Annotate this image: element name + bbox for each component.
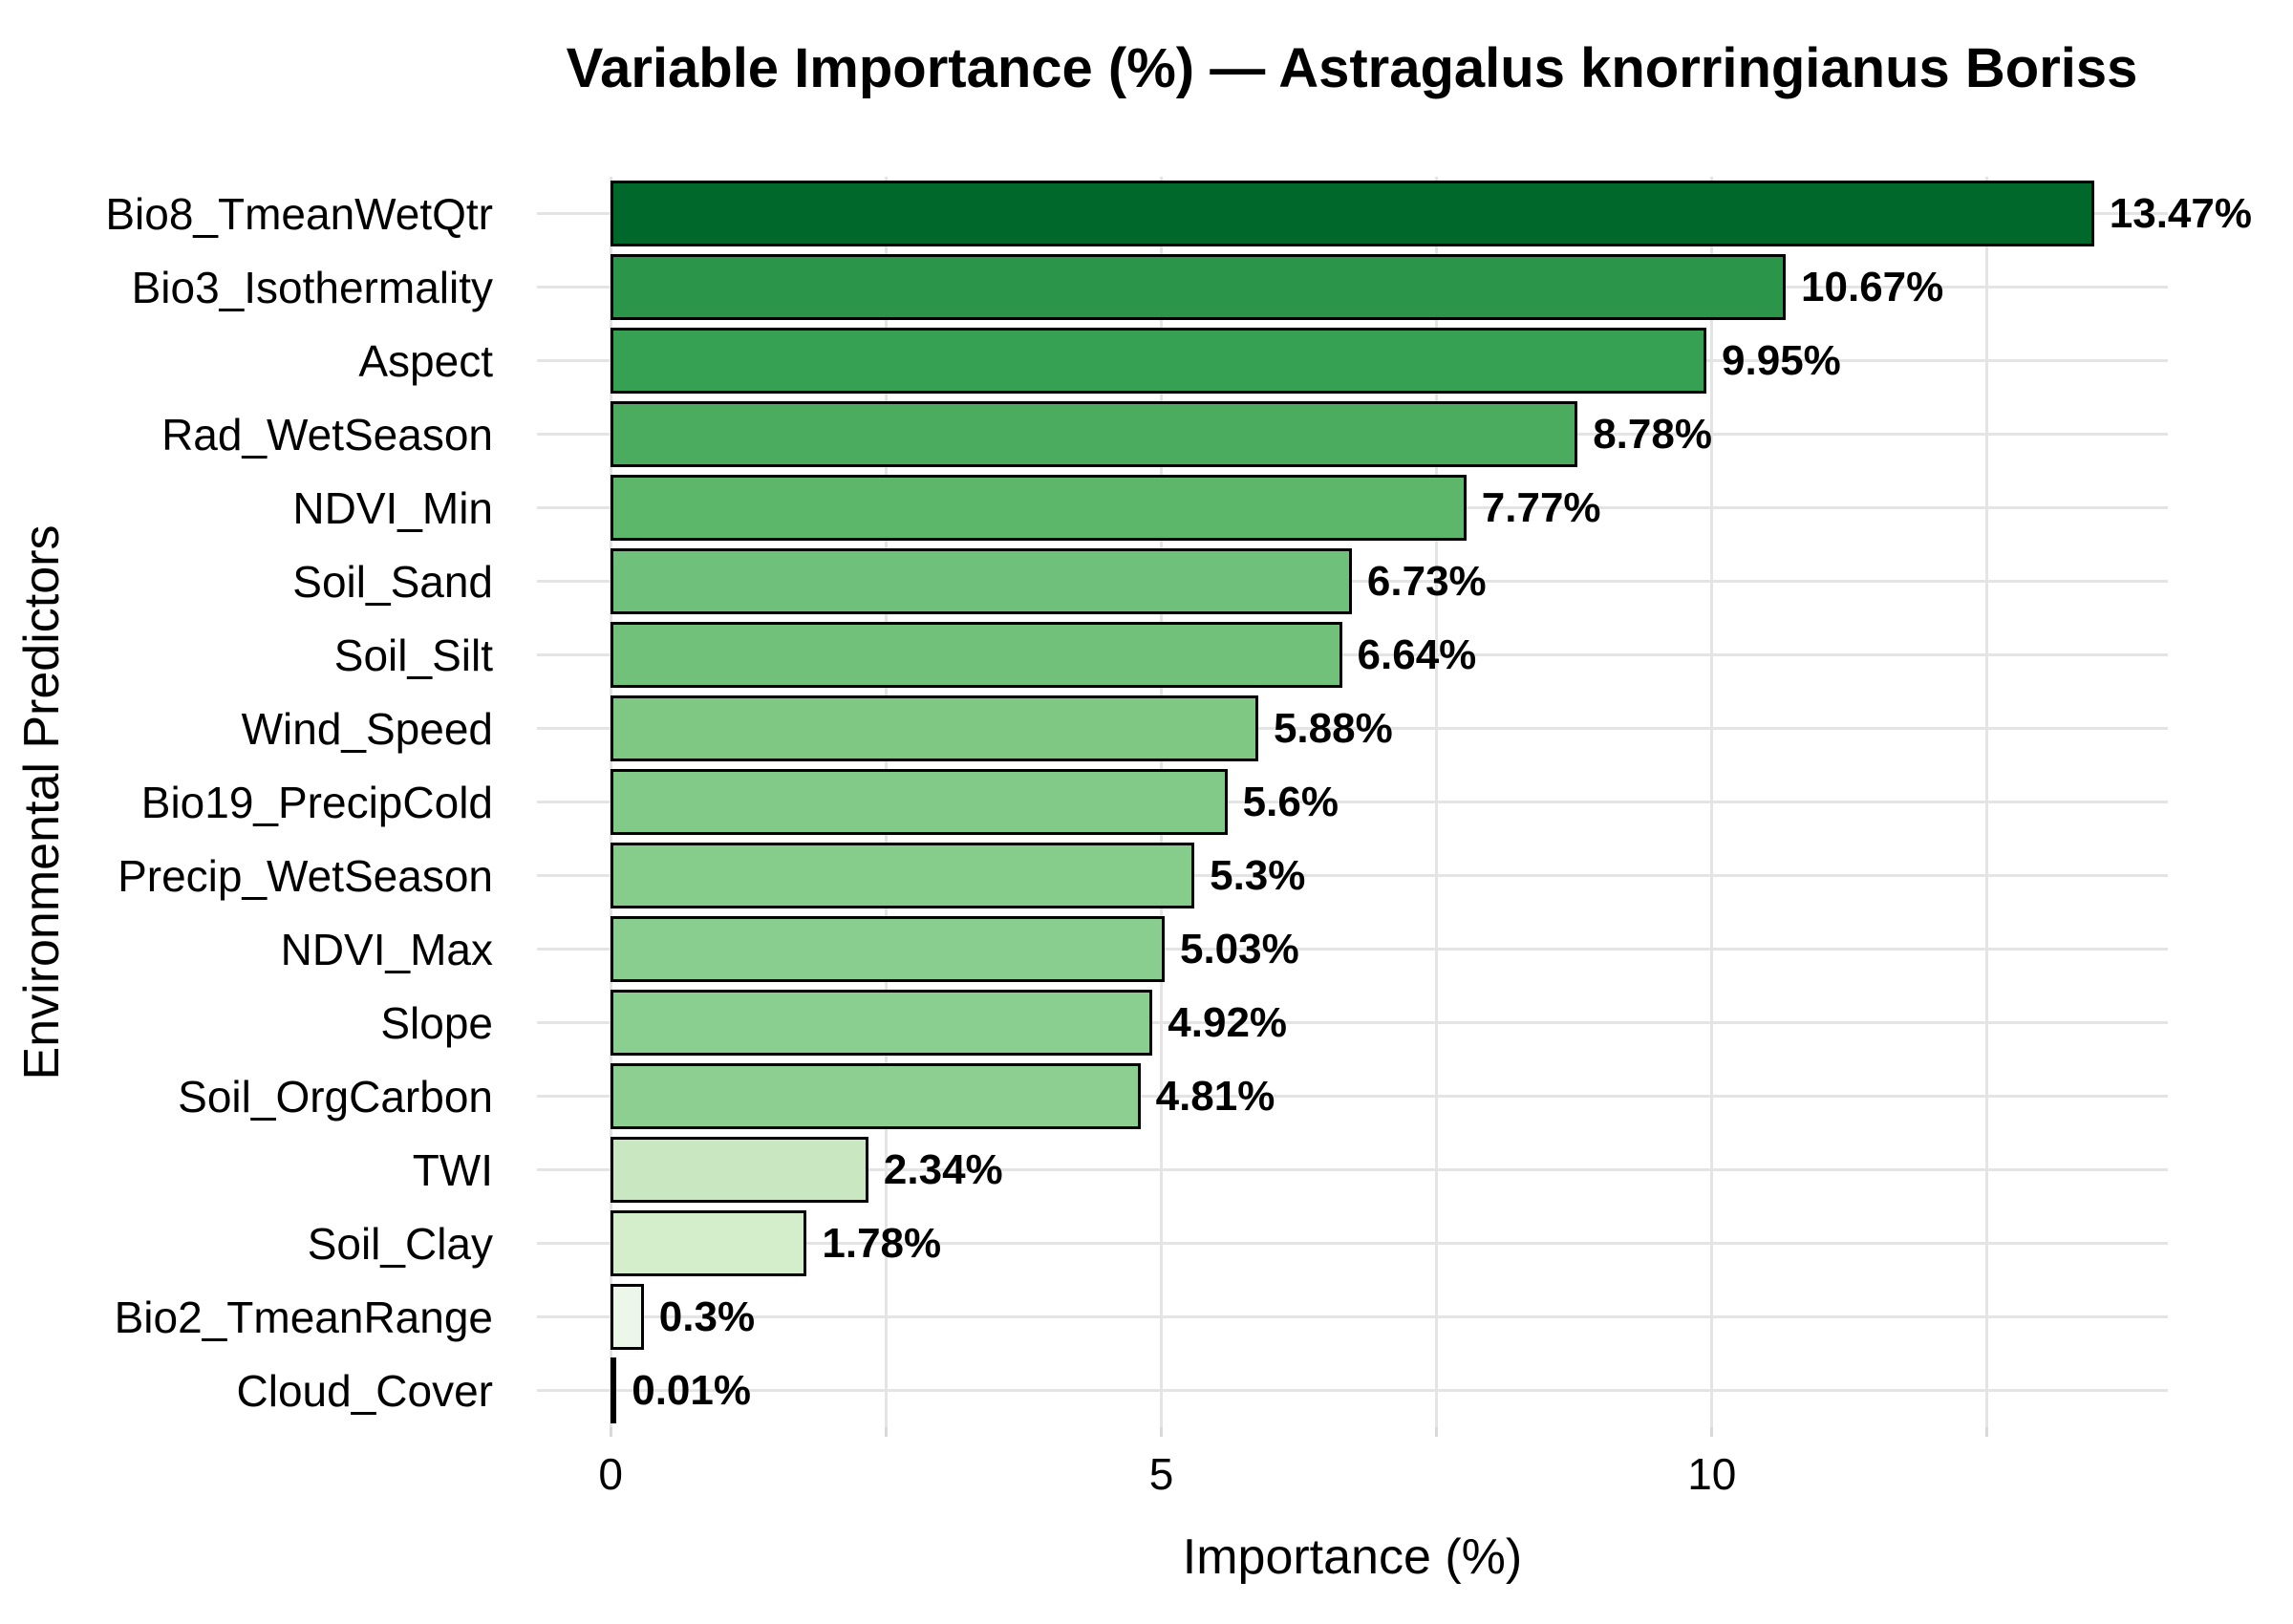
bar-value-label: 5.88% [1273, 704, 1393, 752]
y-axis-tick-labels: Bio8_TmeanWetQtr Bio3_Isothermality Aspect… [0, 177, 516, 1427]
bar-Aspect [611, 328, 1707, 394]
bar-Soil_Silt [611, 622, 1342, 688]
bar-Soil_Sand [611, 548, 1352, 614]
x-axis-tick-mark [1985, 1427, 1989, 1437]
bar-Bio3_Isothermality [611, 254, 1787, 320]
bar-row: 8.78% [537, 397, 2168, 471]
y-tick-label-Wind_Speed: Wind_Speed [241, 703, 493, 754]
bar-row: 2.34% [537, 1133, 2168, 1207]
horizontal-gridline [537, 1242, 2168, 1245]
bar-TWI [611, 1137, 868, 1203]
y-tick-label-Cloud_Cover: Cloud_Cover [236, 1365, 493, 1416]
bar-row: 1.78% [537, 1207, 2168, 1280]
bar-Soil_OrgCarbon [611, 1063, 1141, 1129]
bar-row: 5.88% [537, 692, 2168, 765]
vertical-gridline [1710, 177, 1714, 1427]
x-axis-tick-mark [884, 1427, 888, 1437]
y-tick-label-Bio2_TmeanRange: Bio2_TmeanRange [114, 1292, 493, 1342]
horizontal-gridline [537, 1095, 2168, 1098]
bar-value-label: 0.01% [632, 1366, 751, 1414]
bar-Rad_WetSeason [611, 401, 1578, 467]
x-axis-tick-mark [1710, 1427, 1714, 1437]
horizontal-gridline [537, 1021, 2168, 1024]
bar-Slope [611, 990, 1153, 1056]
x-tick-label-0: 0 [598, 1449, 624, 1499]
y-tick-label-Aspect: Aspect [358, 335, 493, 386]
y-tick-label-NDVI_Max: NDVI_Max [280, 924, 493, 974]
bar-Bio8_TmeanWetQtr [611, 181, 2094, 246]
bar-value-label: 5.6% [1242, 778, 1339, 825]
bar-Cloud_Cover [611, 1357, 617, 1423]
bar-value-label: 4.92% [1168, 998, 1288, 1046]
horizontal-gridline [537, 1315, 2168, 1318]
bar-value-label: 5.03% [1179, 925, 1299, 972]
bar-row: 6.64% [537, 618, 2168, 692]
y-tick-label-Bio3_Isothermality: Bio3_Isothermality [131, 262, 493, 312]
x-tick-label-5: 5 [1148, 1449, 1174, 1499]
horizontal-gridline [537, 948, 2168, 951]
vertical-gridline [1435, 177, 1439, 1427]
bar-value-label: 5.3% [1210, 851, 1306, 899]
bar-row: 4.92% [537, 986, 2168, 1059]
bar-value-label: 6.73% [1366, 557, 1487, 605]
y-tick-label-NDVI_Min: NDVI_Min [292, 482, 493, 533]
y-tick-label-Precip_WetSeason: Precip_WetSeason [118, 850, 493, 901]
bar-row: 0.01% [537, 1354, 2168, 1427]
bar-value-label: 0.3% [658, 1293, 756, 1340]
bar-row: 5.6% [537, 765, 2168, 839]
y-tick-label-Soil_Sand: Soil_Sand [292, 556, 493, 607]
horizontal-gridline [537, 727, 2168, 730]
bar-value-label: 2.34% [883, 1145, 1003, 1193]
bar-Bio2_TmeanRange [611, 1284, 644, 1350]
horizontal-gridline [537, 874, 2168, 877]
bar-row: 0.3% [537, 1280, 2168, 1354]
chart-title: Variable Importance (%) — Astragalus kno… [566, 37, 2138, 99]
vertical-gridline [1985, 177, 1989, 1427]
bar-Bio19_PrecipCold [611, 769, 1228, 835]
bar-value-label: 9.95% [1722, 336, 1841, 384]
bar-NDVI_Min [611, 475, 1467, 541]
y-tick-label-Soil_OrgCarbon: Soil_OrgCarbon [178, 1071, 493, 1122]
y-tick-label-Rad_WetSeason: Rad_WetSeason [161, 409, 493, 459]
horizontal-gridline [537, 580, 2168, 583]
bar-row: 6.73% [537, 545, 2168, 618]
y-tick-label-Bio8_TmeanWetQtr: Bio8_TmeanWetQtr [105, 188, 493, 239]
x-axis-tick-mark [609, 1427, 612, 1437]
y-tick-label-Soil_Silt: Soil_Silt [333, 630, 493, 680]
x-axis-title: Importance (%) [1182, 1529, 1523, 1585]
bar-value-label: 6.64% [1357, 630, 1477, 678]
bar-row: 4.81% [537, 1059, 2168, 1133]
bar-value-label: 8.78% [1593, 410, 1712, 458]
bar-row: 7.77% [537, 471, 2168, 545]
x-axis-tick-mark [1435, 1427, 1439, 1437]
y-tick-label-Soil_Clay: Soil_Clay [307, 1218, 493, 1269]
y-tick-label-Bio19_PrecipCold: Bio19_PrecipCold [140, 777, 493, 827]
bar-value-label: 4.81% [1155, 1072, 1275, 1120]
bar-Soil_Clay [611, 1210, 807, 1276]
bar-NDVI_Max [611, 916, 1165, 982]
bar-row: 5.03% [537, 912, 2168, 986]
horizontal-gridline [537, 653, 2168, 656]
horizontal-gridline [537, 1389, 2168, 1392]
bar-value-label: 10.67% [1801, 263, 1944, 310]
horizontal-gridline [537, 1168, 2168, 1171]
plot-panel: 13.47% 10.67% 9.95% 8.78% 7.77% 6.73% 6.64% 5.8… [537, 177, 2252, 1427]
bar-row: 10.67% [537, 250, 2168, 324]
bar-value-label: 1.78% [822, 1219, 942, 1267]
bar-Precip_WetSeason [611, 843, 1195, 908]
bar-row: 13.47% [537, 177, 2252, 250]
bar-row: 9.95% [537, 324, 2168, 397]
x-axis-tick-mark [1160, 1427, 1164, 1437]
bar-row: 5.3% [537, 839, 2168, 912]
y-tick-label-Slope: Slope [380, 997, 493, 1048]
bar-Wind_Speed [611, 695, 1258, 761]
bar-value-label: 13.47% [2109, 189, 2252, 237]
x-tick-label-10: 10 [1687, 1449, 1737, 1499]
horizontal-gridline [537, 801, 2168, 803]
bar-value-label: 7.77% [1481, 483, 1601, 531]
y-tick-label-TWI: TWI [412, 1144, 493, 1195]
